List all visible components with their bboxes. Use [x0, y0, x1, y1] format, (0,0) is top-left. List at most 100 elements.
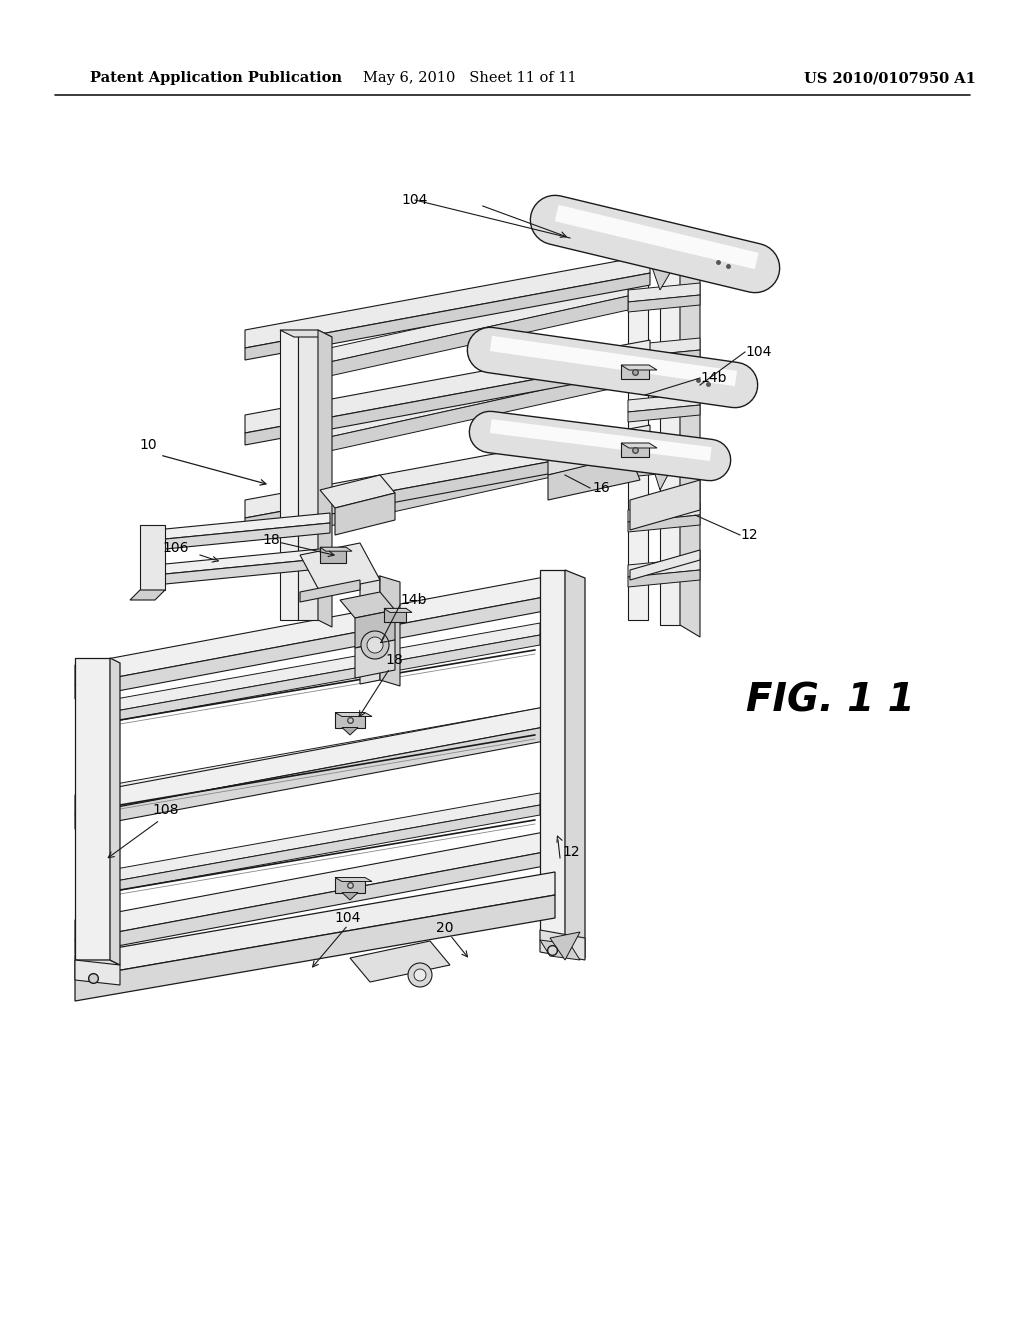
Polygon shape — [298, 446, 628, 533]
Circle shape — [367, 638, 383, 653]
Polygon shape — [130, 590, 165, 601]
Polygon shape — [628, 294, 700, 312]
Polygon shape — [660, 255, 680, 624]
Polygon shape — [384, 609, 412, 612]
Text: 18: 18 — [262, 533, 280, 546]
Polygon shape — [298, 282, 628, 370]
Polygon shape — [280, 330, 298, 620]
Polygon shape — [628, 515, 700, 532]
Polygon shape — [298, 432, 628, 519]
Text: Patent Application Publication: Patent Application Publication — [90, 71, 342, 84]
Polygon shape — [628, 338, 700, 356]
Text: FIG. 1 1: FIG. 1 1 — [745, 681, 914, 719]
Polygon shape — [628, 248, 648, 620]
Polygon shape — [319, 475, 395, 508]
Polygon shape — [360, 576, 380, 684]
Polygon shape — [75, 705, 555, 814]
Polygon shape — [628, 503, 700, 521]
Polygon shape — [335, 713, 365, 727]
Polygon shape — [75, 850, 555, 954]
Polygon shape — [380, 576, 400, 686]
Polygon shape — [628, 282, 700, 302]
Polygon shape — [628, 350, 700, 367]
Polygon shape — [298, 356, 628, 444]
Polygon shape — [300, 579, 360, 602]
Polygon shape — [155, 513, 330, 540]
Polygon shape — [318, 330, 332, 627]
Polygon shape — [155, 548, 330, 576]
Polygon shape — [245, 358, 650, 445]
Polygon shape — [621, 444, 649, 457]
Text: 104: 104 — [335, 911, 361, 925]
Text: 18: 18 — [385, 653, 402, 667]
Polygon shape — [75, 873, 555, 978]
Polygon shape — [342, 892, 358, 900]
Polygon shape — [298, 371, 628, 458]
Polygon shape — [245, 255, 650, 348]
Polygon shape — [648, 256, 680, 290]
Polygon shape — [75, 830, 555, 940]
Polygon shape — [110, 623, 540, 711]
Polygon shape — [155, 523, 330, 550]
Polygon shape — [110, 793, 540, 882]
Polygon shape — [75, 595, 555, 700]
Polygon shape — [75, 725, 555, 829]
Polygon shape — [300, 543, 380, 591]
Polygon shape — [140, 525, 165, 590]
Polygon shape — [355, 640, 395, 678]
Polygon shape — [628, 570, 700, 587]
Polygon shape — [628, 459, 700, 477]
Text: 104: 104 — [745, 345, 771, 359]
Text: 12: 12 — [562, 845, 580, 859]
Text: 14b: 14b — [400, 593, 427, 607]
Polygon shape — [628, 393, 700, 412]
Polygon shape — [245, 444, 650, 531]
Polygon shape — [110, 719, 540, 807]
Polygon shape — [540, 570, 565, 950]
Text: US 2010/0107950 A1: US 2010/0107950 A1 — [804, 71, 976, 84]
Polygon shape — [548, 455, 640, 500]
Polygon shape — [245, 341, 650, 433]
Text: May 6, 2010   Sheet 11 of 11: May 6, 2010 Sheet 11 of 11 — [364, 71, 577, 84]
Text: 16: 16 — [592, 480, 609, 495]
Polygon shape — [280, 330, 332, 337]
Polygon shape — [628, 248, 658, 255]
Polygon shape — [384, 609, 406, 622]
Polygon shape — [75, 960, 120, 985]
Polygon shape — [540, 931, 585, 960]
Polygon shape — [540, 940, 580, 960]
Polygon shape — [621, 366, 649, 379]
Polygon shape — [335, 492, 395, 535]
Text: 108: 108 — [152, 803, 178, 817]
Polygon shape — [680, 255, 700, 638]
Circle shape — [414, 969, 426, 981]
Polygon shape — [630, 550, 700, 579]
Polygon shape — [340, 591, 395, 618]
Polygon shape — [319, 548, 346, 562]
Polygon shape — [110, 708, 540, 797]
Polygon shape — [565, 570, 585, 958]
Polygon shape — [630, 480, 700, 531]
Polygon shape — [298, 330, 318, 620]
Text: 14b: 14b — [700, 371, 726, 385]
Circle shape — [361, 631, 389, 659]
Polygon shape — [628, 558, 700, 577]
Polygon shape — [319, 548, 352, 552]
Polygon shape — [110, 635, 540, 722]
Polygon shape — [75, 960, 120, 965]
Polygon shape — [660, 255, 690, 261]
Polygon shape — [355, 610, 395, 648]
Polygon shape — [548, 436, 640, 475]
Polygon shape — [628, 447, 700, 467]
Polygon shape — [335, 713, 372, 717]
Circle shape — [408, 964, 432, 987]
Polygon shape — [621, 444, 657, 447]
Polygon shape — [648, 451, 680, 490]
Polygon shape — [335, 878, 365, 892]
Text: 104: 104 — [401, 193, 428, 207]
Polygon shape — [75, 895, 555, 1001]
Polygon shape — [155, 558, 330, 585]
Text: 106: 106 — [162, 541, 188, 554]
Text: 20: 20 — [436, 921, 454, 935]
Polygon shape — [245, 273, 650, 360]
